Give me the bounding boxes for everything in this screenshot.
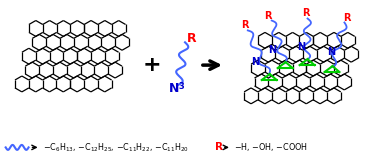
Text: 3: 3 (178, 82, 184, 91)
Text: R: R (187, 32, 196, 45)
Text: $-\mathregular{H}$, $-\mathregular{OH}$, $-\mathregular{COOH}$: $-\mathregular{H}$, $-\mathregular{OH}$,… (234, 141, 308, 153)
Text: R: R (343, 12, 350, 23)
Text: N: N (298, 42, 306, 52)
Text: $-\mathregular{C_6H_{13}}$, $-\mathregular{C_{12}H_{25}}$, $-\mathregular{C_{11}: $-\mathregular{C_6H_{13}}$, $-\mathregul… (43, 141, 188, 154)
Text: R: R (302, 8, 309, 18)
Text: R: R (215, 142, 223, 152)
Text: N: N (251, 57, 259, 67)
Text: R: R (241, 21, 249, 30)
Text: N: N (169, 82, 179, 95)
Text: N: N (268, 45, 276, 55)
Text: R: R (264, 11, 271, 21)
Text: N: N (328, 47, 336, 57)
Text: +: + (143, 55, 162, 75)
